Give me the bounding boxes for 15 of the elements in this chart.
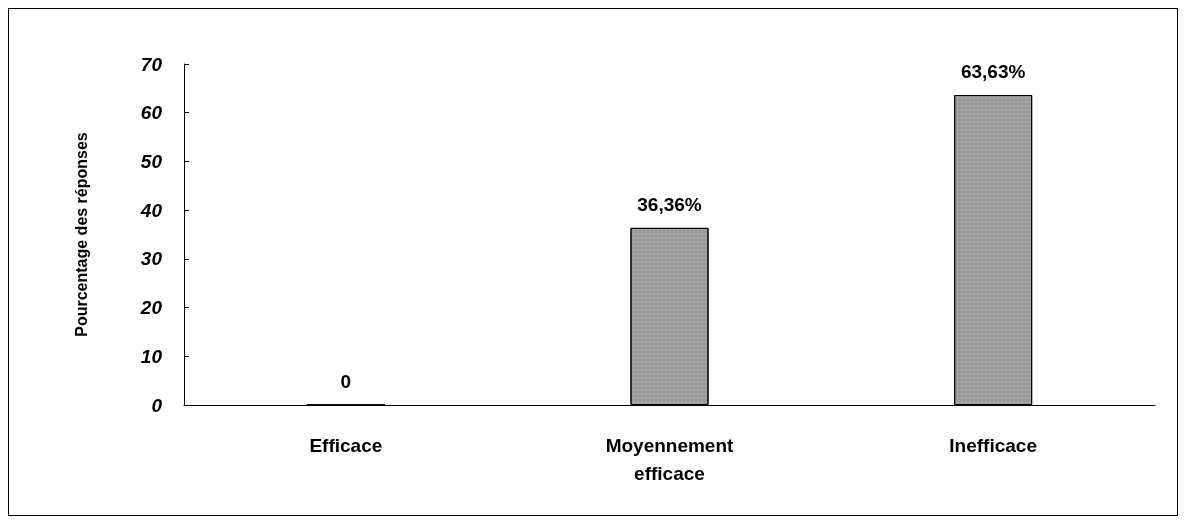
x-tick-label: Inefficace: [949, 434, 1037, 456]
x-tick-label: Efficace: [309, 434, 383, 456]
y-tick-label: 70: [140, 53, 163, 75]
data-label: 63,63%: [960, 61, 1026, 83]
x-tick-label: Moyennement efficace: [605, 434, 735, 484]
y-tick-label: 0: [151, 394, 163, 416]
y-tick-label: 30: [140, 248, 163, 270]
y-axis-title: Pourcentage des réponses: [72, 132, 90, 337]
y-tick-label: 20: [139, 297, 163, 319]
y-tick-label: 10: [140, 345, 163, 367]
y-tick-label: 40: [139, 199, 163, 221]
data-label: 36,36%: [637, 193, 702, 215]
y-tick-label: 60: [140, 102, 163, 124]
data-label: 0: [340, 370, 352, 392]
y-tick-label: 50: [140, 150, 163, 172]
